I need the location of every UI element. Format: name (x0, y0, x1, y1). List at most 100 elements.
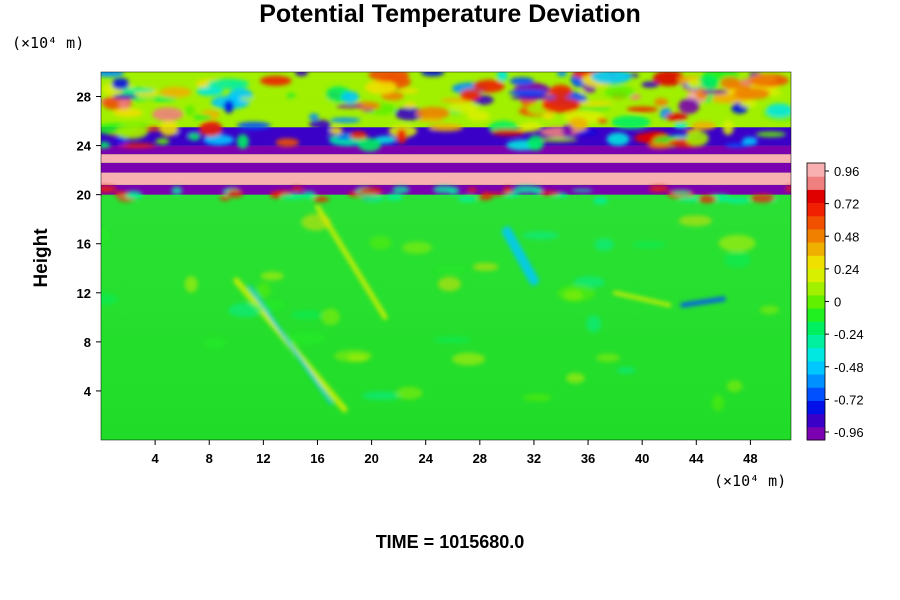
colorbar-segment (807, 268, 825, 283)
edge-blob (671, 190, 692, 196)
turbulence-patch (260, 271, 284, 281)
wave-blob (151, 96, 177, 102)
wave-blob (152, 107, 184, 122)
turbulence-patch (433, 336, 471, 344)
plume-feature (613, 290, 672, 308)
edge-blob (219, 195, 231, 201)
chart-title: Potential Temperature Deviation (259, 0, 641, 28)
edge-blob (313, 196, 330, 203)
wave-blob (111, 77, 130, 90)
wave-blob (357, 137, 382, 152)
turbulence-patch (301, 213, 331, 231)
edge-blob (478, 194, 493, 201)
wave-blob (428, 123, 464, 132)
wave-blob (685, 130, 709, 147)
wave-blob (118, 143, 156, 148)
wave-blob (403, 101, 417, 109)
wave-blob (223, 99, 235, 114)
colorbar-segment (807, 294, 825, 309)
wave-blob (654, 98, 669, 107)
wave-blob (381, 91, 404, 101)
wave-blob (417, 117, 444, 122)
plot-area (101, 72, 791, 440)
wave-blob (541, 97, 581, 113)
y-tick-label: 20 (77, 188, 91, 203)
turbulence-patch (718, 234, 756, 252)
wave-blob (336, 134, 354, 140)
wave-blob (556, 72, 568, 77)
wave-blob (101, 141, 111, 149)
colorbar-segment (807, 255, 825, 270)
wave-blob (665, 112, 688, 122)
wave-blob (691, 121, 716, 131)
time-annotation: TIME = 1015680.0 (375, 532, 525, 552)
wave-blob (421, 72, 445, 77)
turbulence-patch (256, 282, 271, 298)
colorbar-tick-label: -0.72 (834, 392, 864, 407)
turbulence-patch (523, 393, 552, 402)
turbulence-patch (361, 391, 402, 401)
plot-frame (100, 71, 792, 441)
colorbar-segment (807, 334, 825, 349)
wave-blob (509, 77, 535, 86)
edge-blob (385, 193, 403, 201)
wave-blob (113, 108, 143, 118)
turbulence-patch (631, 241, 667, 249)
wave-blob (400, 88, 419, 94)
colorbar-tick-label: -0.24 (834, 327, 864, 342)
x-axis-units: (×10⁴ m) (714, 472, 787, 490)
wave-blob (304, 95, 335, 107)
colorbar-tick-label: -0.48 (834, 360, 864, 375)
wave-blob (722, 120, 734, 135)
wave-blob (527, 135, 545, 151)
turbulence-patch (573, 276, 606, 288)
wave-blob (350, 131, 368, 140)
wave-blob (101, 72, 125, 78)
wave-blob (364, 80, 397, 95)
turbulence-patch (291, 310, 324, 320)
wave-blob (330, 117, 361, 123)
wave-blob (641, 81, 659, 88)
turbulence-patch (472, 262, 499, 271)
wave-blob (188, 133, 201, 141)
turbulence-patch (101, 228, 110, 244)
wave-blob (733, 87, 770, 100)
x-tick-label: 4 (152, 451, 160, 466)
turbulence-patch (726, 380, 743, 393)
wave-blob (193, 114, 213, 121)
wave-blob (155, 137, 170, 145)
wave-blob (652, 72, 685, 86)
wave-blob (496, 72, 508, 83)
x-tick-label: 12 (256, 451, 270, 466)
edge-blob (358, 187, 383, 195)
turbulence-patch (712, 394, 725, 412)
colorbar-segment (807, 308, 825, 322)
colorbar-segment (807, 387, 825, 401)
turbulence-patch (334, 349, 373, 363)
wave-blob (606, 132, 630, 146)
wave-blob (695, 87, 709, 100)
colorbar-segment (807, 202, 825, 217)
edge-blob (360, 194, 385, 203)
stratified-band (101, 172, 791, 185)
wave-blob (725, 143, 748, 148)
x-tick-label: 36 (581, 451, 595, 466)
edge-blob (291, 186, 304, 192)
wave-blob (711, 95, 743, 104)
wave-blob (239, 97, 264, 102)
x-tick-label: 48 (743, 451, 757, 466)
wave-blob (678, 98, 700, 114)
edge-blob (171, 186, 183, 195)
wave-blob (701, 89, 729, 95)
plume-feature (680, 296, 726, 308)
turbulence-patch (228, 302, 262, 318)
stratified-band (101, 162, 791, 173)
colorbar-segment (807, 215, 825, 230)
colorbar-tick-label: 0.24 (834, 262, 859, 277)
turbulence-patch (204, 337, 227, 349)
colorbar-segment (807, 228, 825, 243)
wave-blob (673, 122, 688, 129)
turbulence-patch (557, 285, 595, 302)
colorbar-segment (807, 426, 825, 441)
